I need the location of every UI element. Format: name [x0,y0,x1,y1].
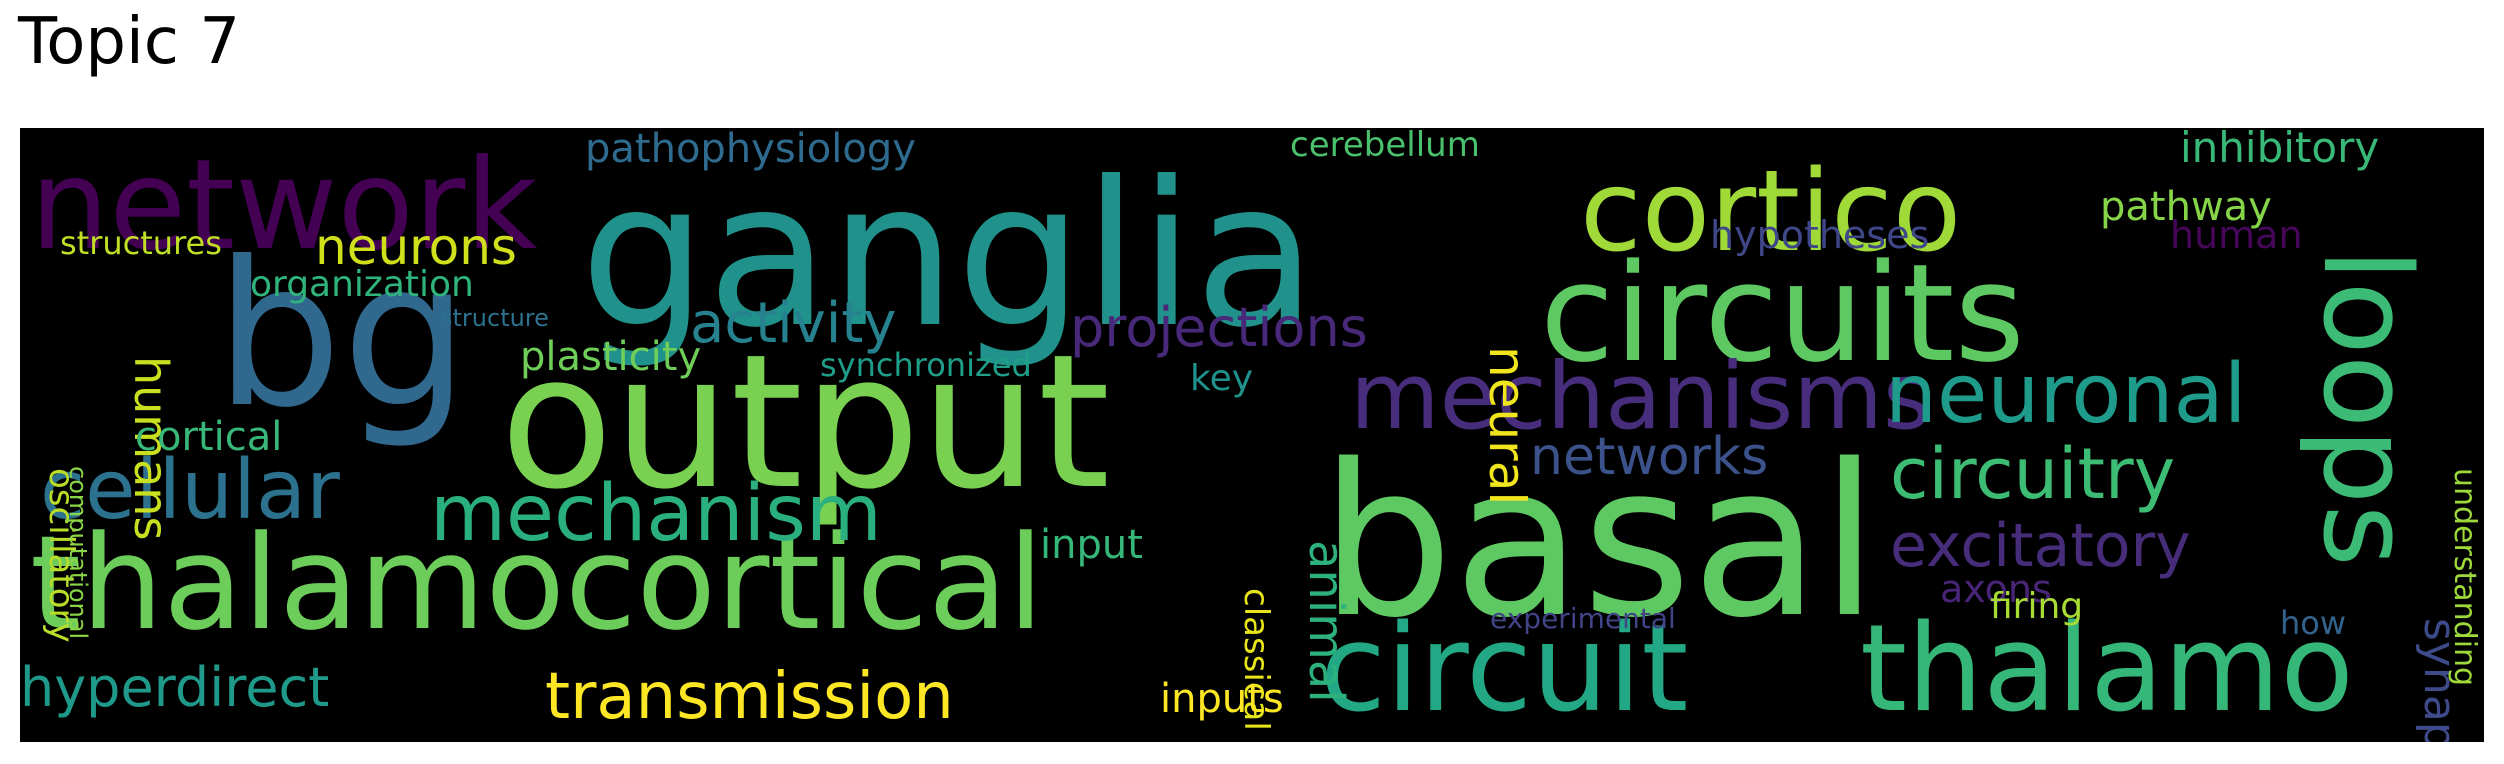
word-input: input [1040,522,1143,568]
word-human: human [2170,213,2303,257]
word-basal: basal [1320,419,1878,664]
word-inhibitory: inhibitory [2180,128,2379,172]
word-animal: animal [1298,540,1354,703]
word-network: network [30,133,538,278]
figure-title: Topic 7 [18,5,241,79]
word-output: output [500,314,1110,530]
word-classical: classical [1236,588,1276,731]
word-firing: firing [1990,586,2083,627]
word-key: key [1190,358,1253,399]
word-ganglia: ganglia [580,139,1317,372]
word-oscillatory: oscillatory [41,468,81,643]
word-cerebellum: cerebellum [1290,128,1480,165]
word-activity: activity [690,291,896,356]
word-mechanism: mechanism [430,469,882,559]
word-circuits: circuits [1540,235,2025,392]
word-loops: loops [2296,248,2435,567]
word-cortico: cortico [1580,147,1961,277]
word-how: how [2280,604,2346,642]
word-projections: projections [1070,296,1368,359]
word-circuit: circuit [1320,600,1688,739]
word-thalamo: thalamo [1860,600,2354,739]
word-organization: organization [250,264,474,305]
word-cellular: cellular [40,443,340,538]
word-computational: computational [64,466,92,639]
word-mechanisms: mechanisms [1350,343,1931,450]
word-synaptic: synaptic [2414,618,2465,742]
word-cloud: ganglia basal output bg thalamocortical netwo… [20,128,2484,742]
word-inputs: inputs [1160,676,1284,722]
word-pathophysiology: pathophysiology [585,128,916,172]
word-networks: networks [1530,427,1768,487]
word-structures: structures [60,224,222,262]
word-excitatory: excitatory [1890,511,2191,581]
word-plasticity: plasticity [520,334,701,380]
word-circuitry: circuitry [1890,433,2175,515]
word-transmission: transmission [545,660,954,734]
word-pathway: pathway [2100,184,2272,230]
word-experimental: experimental [1490,602,1676,635]
word-bg: bg [215,219,469,452]
word-neural: neural [1478,346,1536,505]
word-hyperdirect: hyperdirect [20,656,329,719]
word-synchronized: synchronized [820,346,1032,384]
word-cloud-canvas: gangliabasaloutputbgthalamocorticalnetwo… [20,128,2482,742]
word-understanding: understanding [2447,468,2482,686]
word-cortical: cortical [135,414,282,460]
word-thalamocortical: thalamocortical [30,507,1044,659]
word-humans: humans [124,356,178,540]
word-neuronal: neuronal [1885,347,2246,442]
word-hypotheses: hypotheses [1710,213,1929,257]
word-neurons: neurons [315,218,517,276]
word-axons: axons [1940,567,2052,611]
word-structure: structure [440,304,549,332]
